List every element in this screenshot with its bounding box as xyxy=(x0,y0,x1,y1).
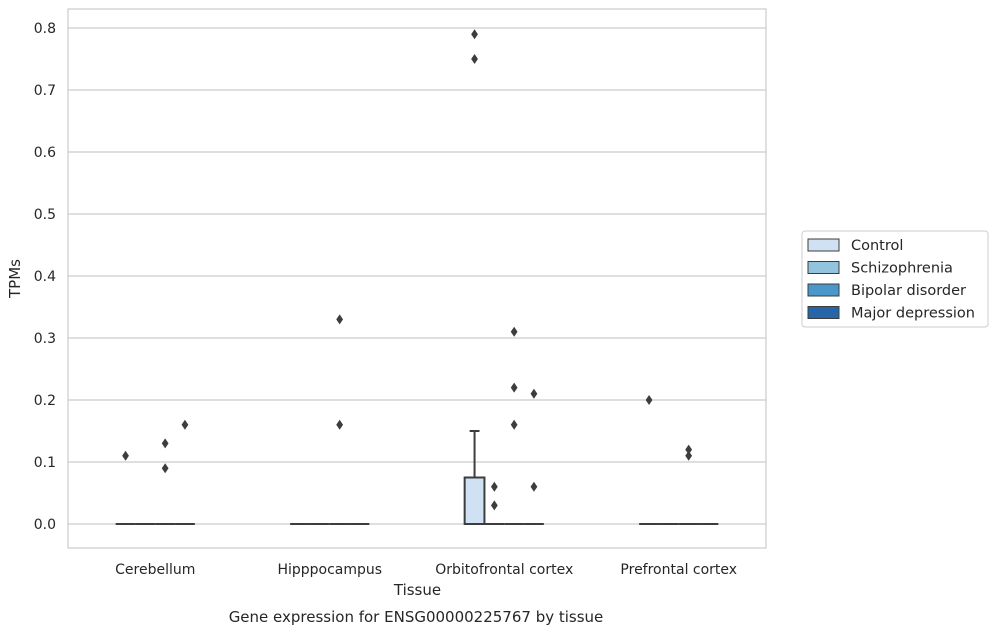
legend-swatch xyxy=(807,283,840,297)
legend-swatch xyxy=(807,306,840,319)
x-tick-label: Prefrontal cortex xyxy=(620,562,737,578)
legend-frame xyxy=(801,230,989,328)
legend-label: Major depression xyxy=(851,306,975,322)
legend-label: Control xyxy=(851,238,903,254)
outlier-point xyxy=(530,388,538,399)
grid-lines xyxy=(68,27,766,525)
outlier-point xyxy=(510,326,518,337)
legend-swatch xyxy=(807,261,840,274)
legend: Control Schizophrenia Bipolar disorder Majo… xyxy=(801,230,989,328)
outlier-point xyxy=(471,54,478,64)
outlier-point xyxy=(490,500,498,511)
x-tick-label: Orbitofrontal cortex xyxy=(435,562,573,578)
y-tick-label: 0.4 xyxy=(34,269,56,285)
outlier-point xyxy=(510,382,518,393)
outliers xyxy=(122,29,693,511)
outlier-point xyxy=(336,314,344,325)
outlier-point xyxy=(645,395,653,405)
legend-swatch xyxy=(807,238,840,252)
y-axis-label: TPMs xyxy=(6,259,24,299)
y-tick-label: 0.3 xyxy=(34,331,56,347)
outlier-point xyxy=(471,29,478,40)
outlier-point xyxy=(510,419,518,430)
legend-label: Bipolar disorder xyxy=(851,283,966,299)
x-tick-label: Cerebellum xyxy=(115,562,195,578)
outlier-point xyxy=(530,481,538,492)
x-axis-ticks: Cerebellum Hipppocampus Orbitofrontal cort… xyxy=(115,562,737,578)
y-tick-label: 0.5 xyxy=(34,207,56,223)
box xyxy=(463,476,486,525)
y-tick-label: 0.0 xyxy=(34,517,56,533)
outlier-point xyxy=(336,419,344,430)
outlier-point xyxy=(685,444,693,455)
y-tick-label: 0.7 xyxy=(34,83,56,99)
chart-caption: Gene expression for ENSG00000225767 by t… xyxy=(229,608,604,626)
outlier-point xyxy=(685,450,693,461)
outlier-point xyxy=(490,481,498,492)
y-tick-label: 0.8 xyxy=(34,21,56,37)
legend-label: Schizophrenia xyxy=(851,261,953,277)
y-axis-ticks: 0.0 0.1 0.2 0.3 0.4 0.5 0.6 0.7 0.8 xyxy=(34,21,56,533)
legend-items: Control Schizophrenia Bipolar disorder Majo… xyxy=(807,238,975,322)
y-tick-label: 0.1 xyxy=(34,455,56,471)
boxes xyxy=(115,430,719,525)
outlier-point xyxy=(161,438,169,449)
outlier-point xyxy=(161,463,169,474)
x-axis-label: Tissue xyxy=(393,581,441,599)
x-tick-label: Hipppocampus xyxy=(277,562,382,578)
y-tick-label: 0.6 xyxy=(34,145,56,161)
plot-area-frame xyxy=(67,8,767,549)
y-tick-label: 0.2 xyxy=(34,393,56,409)
outlier-point xyxy=(181,419,189,430)
outlier-point xyxy=(122,450,129,461)
